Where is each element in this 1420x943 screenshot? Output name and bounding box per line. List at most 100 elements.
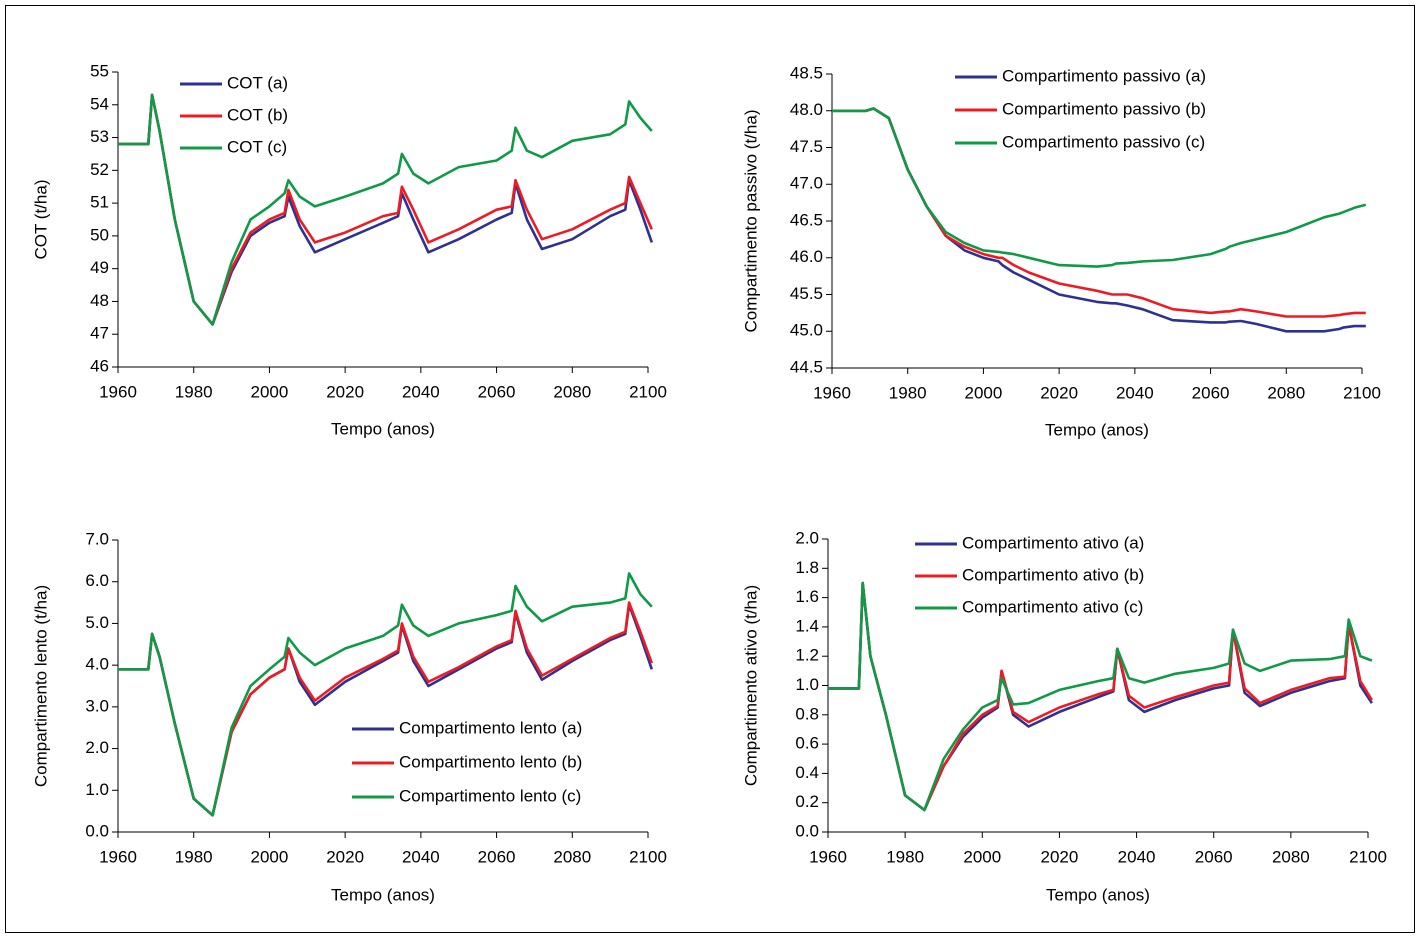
y-tick-label: 46.0 xyxy=(790,247,823,266)
y-tick-label: 49 xyxy=(90,258,109,277)
y-tick-label: 55 xyxy=(90,61,109,80)
y-tick-label: 48 xyxy=(90,291,109,310)
x-tick-label: 2040 xyxy=(402,382,440,401)
legend-label: Compartimento lento (b) xyxy=(399,752,582,771)
y-tick-label: 0.8 xyxy=(795,704,819,723)
x-tick-label: 1960 xyxy=(99,847,137,866)
x-tick-label: 1980 xyxy=(175,847,213,866)
x-tick-label: 2080 xyxy=(1272,847,1310,866)
x-tick-label: 2040 xyxy=(1118,847,1156,866)
y-tick-label: 53 xyxy=(90,127,109,146)
y-tick-label: 1.8 xyxy=(795,558,819,577)
y-tick-label: 6.0 xyxy=(85,571,109,590)
y-tick-label: 52 xyxy=(90,160,109,179)
x-tick-label: 2020 xyxy=(1041,847,1079,866)
legend-label: Compartimento passivo (c) xyxy=(1002,132,1205,151)
x-axis-label: Tempo (anos) xyxy=(331,885,435,904)
y-tick-label: 1.2 xyxy=(795,646,819,665)
legend-label: Compartimento ativo (c) xyxy=(962,597,1143,616)
legend-label: Compartimento lento (c) xyxy=(399,786,581,805)
legend-label: COT (c) xyxy=(227,137,287,156)
data-line xyxy=(118,603,654,817)
y-tick-label: 50 xyxy=(90,225,109,244)
y-axis-label: COT (t/ha) xyxy=(31,180,50,260)
y-tick-label: 4.0 xyxy=(85,655,109,674)
data-line xyxy=(118,93,653,326)
x-tick-label: 1960 xyxy=(813,383,851,402)
x-tick-label: 2080 xyxy=(553,382,591,401)
y-tick-label: 54 xyxy=(90,94,109,113)
x-tick-label: 2100 xyxy=(1343,383,1381,402)
x-tick-label: 2060 xyxy=(478,382,516,401)
x-axis-label: Tempo (anos) xyxy=(331,419,435,438)
x-tick-label: 1960 xyxy=(99,382,137,401)
x-tick-label: 2060 xyxy=(478,847,516,866)
x-tick-label: 2000 xyxy=(251,382,289,401)
x-tick-label: 1980 xyxy=(175,382,213,401)
legend-label: Compartimento passivo (b) xyxy=(1002,99,1206,118)
y-tick-label: 47.0 xyxy=(790,174,823,193)
legend-label: COT (b) xyxy=(227,105,288,124)
y-tick-label: 45.5 xyxy=(790,284,823,303)
x-tick-label: 2080 xyxy=(1267,383,1305,402)
data-line xyxy=(118,93,654,326)
x-tick-label: 2020 xyxy=(1040,383,1078,402)
x-tick-label: 2060 xyxy=(1195,847,1233,866)
data-line xyxy=(828,581,1373,812)
y-tick-label: 1.4 xyxy=(795,616,819,635)
y-tick-label: 48.0 xyxy=(790,100,823,119)
y-tick-label: 1.0 xyxy=(795,675,819,694)
x-axis-label: Tempo (anos) xyxy=(1045,420,1149,439)
data-line xyxy=(828,581,1373,812)
y-tick-label: 45.0 xyxy=(790,321,823,340)
y-tick-label: 0.0 xyxy=(85,821,109,840)
legend-label: Compartimento ativo (b) xyxy=(962,565,1144,584)
x-tick-label: 1980 xyxy=(886,847,924,866)
y-tick-label: 1.0 xyxy=(85,780,109,799)
y-tick-label: 46.5 xyxy=(790,210,823,229)
x-tick-label: 1960 xyxy=(809,847,847,866)
x-tick-label: 2000 xyxy=(251,847,289,866)
x-tick-label: 2040 xyxy=(402,847,440,866)
x-axis-label: Tempo (anos) xyxy=(1046,885,1150,904)
x-tick-label: 2000 xyxy=(965,383,1003,402)
x-tick-label: 2100 xyxy=(629,382,667,401)
x-tick-label: 2080 xyxy=(553,847,591,866)
data-line xyxy=(118,93,653,326)
y-tick-label: 51 xyxy=(90,193,109,212)
x-tick-label: 2100 xyxy=(1349,847,1387,866)
y-tick-label: 46 xyxy=(90,356,109,375)
x-tick-label: 2020 xyxy=(326,847,364,866)
legend-label: COT (a) xyxy=(227,73,288,92)
y-tick-label: 5.0 xyxy=(85,613,109,632)
y-tick-label: 0.4 xyxy=(795,763,819,782)
data-line xyxy=(118,572,653,817)
x-tick-label: 2040 xyxy=(1116,383,1154,402)
y-axis-label: Compartimento passivo (t/ha) xyxy=(741,110,760,333)
x-tick-label: 2100 xyxy=(629,847,667,866)
y-tick-label: 0.6 xyxy=(795,734,819,753)
y-tick-label: 2.0 xyxy=(85,738,109,757)
x-tick-label: 1980 xyxy=(889,383,927,402)
y-tick-label: 3.0 xyxy=(85,696,109,715)
figure-frame xyxy=(5,5,1415,933)
legend-label: Compartimento lento (a) xyxy=(399,718,582,737)
x-tick-label: 2020 xyxy=(326,382,364,401)
y-tick-label: 0.2 xyxy=(795,792,819,811)
data-line xyxy=(832,107,1367,268)
y-tick-label: 7.0 xyxy=(85,529,109,548)
y-tick-label: 44.5 xyxy=(790,357,823,376)
x-tick-label: 2000 xyxy=(963,847,1001,866)
legend-label: Compartimento ativo (a) xyxy=(962,533,1144,552)
y-tick-label: 48.5 xyxy=(790,63,823,82)
y-axis-label: Compartimento lento (t/ha) xyxy=(31,585,50,787)
y-tick-label: 47 xyxy=(90,324,109,343)
x-tick-label: 2060 xyxy=(1192,383,1230,402)
y-tick-label: 2.0 xyxy=(795,528,819,547)
y-tick-label: 1.6 xyxy=(795,587,819,606)
y-tick-label: 47.5 xyxy=(790,137,823,156)
y-axis-label: Compartimento ativo (t/ha) xyxy=(741,585,760,786)
y-tick-label: 0.0 xyxy=(795,821,819,840)
legend-label: Compartimento passivo (a) xyxy=(1002,66,1206,85)
